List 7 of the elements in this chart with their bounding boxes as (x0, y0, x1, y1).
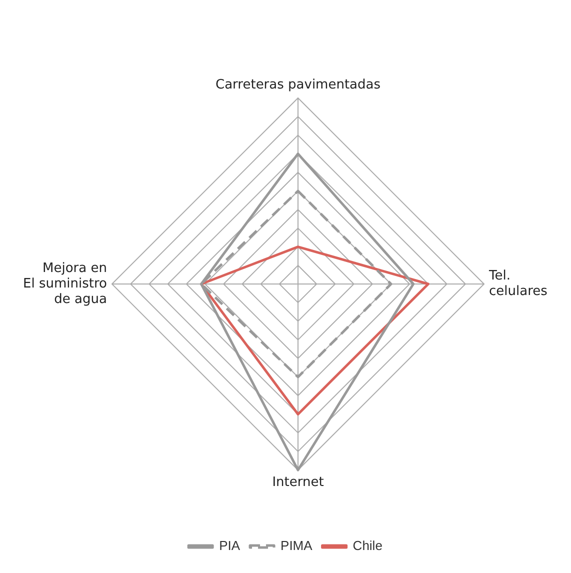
spoke-label: Internet (272, 475, 324, 490)
legend-label: Chile (352, 538, 382, 554)
legend-label: PIMA (280, 538, 313, 554)
spoke-label: Mejora en El suministro de agua (22, 260, 108, 307)
spoke-label: Tel. celulares (488, 268, 548, 300)
legend-label: PIA (219, 538, 240, 554)
spoke-label: Carreteras pavimentadas (215, 78, 381, 93)
